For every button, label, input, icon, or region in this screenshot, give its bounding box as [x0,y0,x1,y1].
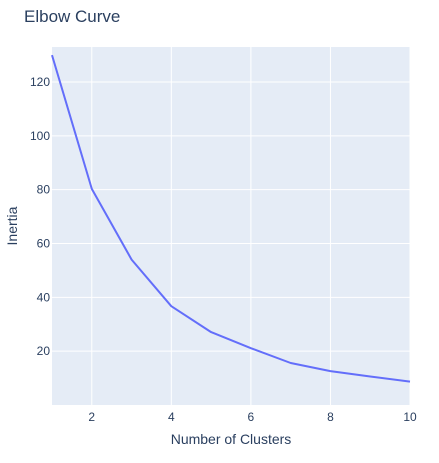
chart-title: Elbow Curve [24,7,120,26]
series-group [51,54,411,383]
y-tick-label: 40 [37,290,51,304]
x-axis-title: Number of Clusters [171,431,292,447]
x-axis-ticks: 2 4 6 8 10 [88,410,417,424]
x-tick-label: 2 [88,410,95,424]
y-tick-label: 100 [30,129,50,143]
y-axis-ticks: 20 40 60 80 100 120 [30,75,50,358]
x-tick-label: 8 [327,410,334,424]
y-tick-label: 80 [37,183,51,197]
y-tick-label: 20 [37,344,51,358]
y-tick-label: 120 [30,75,50,89]
x-tick-label: 4 [168,410,175,424]
x-tick-label: 6 [248,410,255,424]
y-tick-label: 60 [37,236,51,250]
series-line [51,54,411,383]
grid-lines [52,47,411,405]
y-axis-title: Inertia [4,206,20,245]
x-tick-label: 10 [403,410,417,424]
